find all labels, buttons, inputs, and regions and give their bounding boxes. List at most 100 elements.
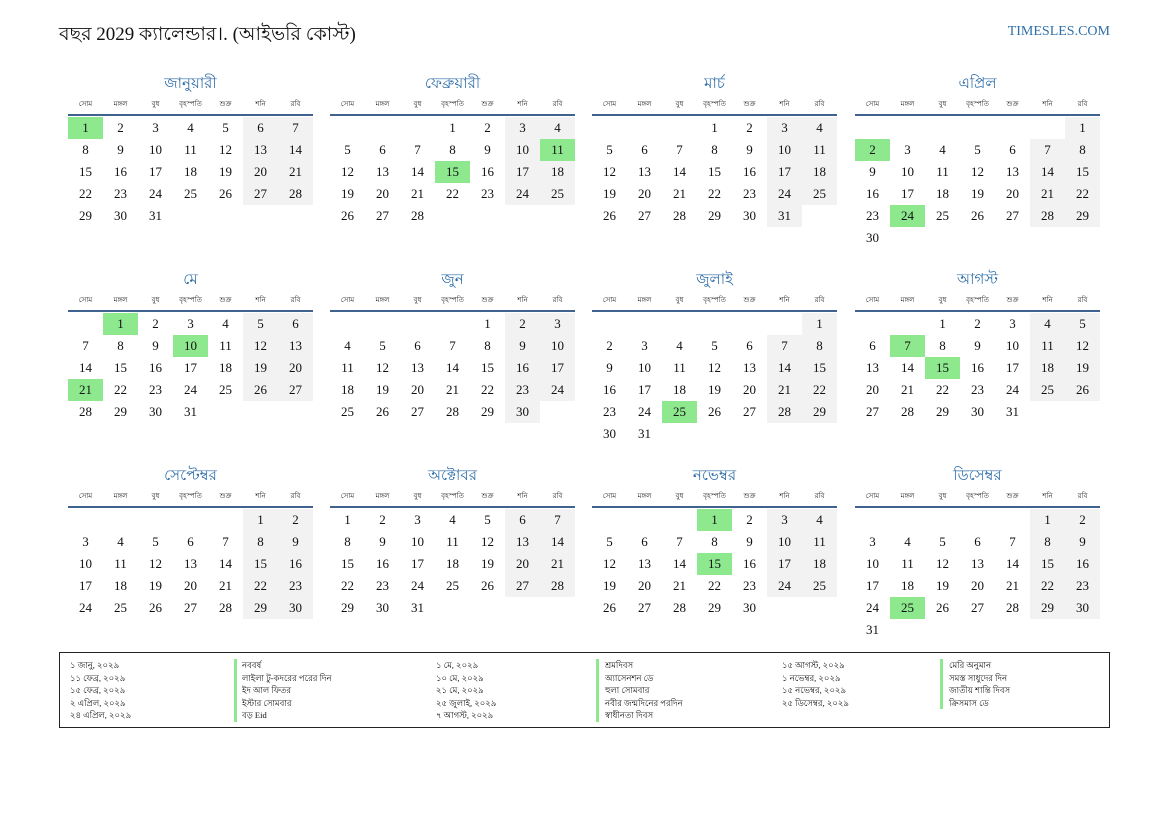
day-cell[interactable]: 2 — [117, 120, 124, 135]
day-cell[interactable]: 25 — [540, 183, 575, 205]
day-cell[interactable]: 21 — [411, 186, 424, 201]
day-cell[interactable]: 19 — [149, 578, 162, 593]
day-cell[interactable]: 30 — [866, 230, 879, 245]
day-cell[interactable]: 16 — [376, 556, 389, 571]
day-cell[interactable]: 27 — [505, 575, 540, 597]
day-cell[interactable]: 25 — [936, 208, 949, 223]
day-cell[interactable]: 9 — [746, 142, 753, 157]
day-cell[interactable]: 13 — [638, 164, 651, 179]
day-cell[interactable]: 21 — [673, 186, 686, 201]
day-cell[interactable]: 28 — [673, 600, 686, 615]
day-cell[interactable]: 4 — [676, 338, 683, 353]
day-cell[interactable]: 19 — [243, 357, 278, 379]
day-cell[interactable]: 7 — [278, 117, 313, 139]
day-cell[interactable]: 4 — [344, 338, 351, 353]
day-cell[interactable]: 22 — [446, 186, 459, 201]
day-cell[interactable]: 9 — [379, 534, 386, 549]
day-cell[interactable]: 20 — [411, 382, 424, 397]
day-cell[interactable]: 29 — [114, 404, 127, 419]
day-cell[interactable]: 17 — [767, 161, 802, 183]
day-cell[interactable]: 17 — [540, 357, 575, 379]
day-cell[interactable]: 17 — [767, 553, 802, 575]
day-cell[interactable]: 23 — [278, 575, 313, 597]
day-cell[interactable]: 9 — [974, 338, 981, 353]
day-cell[interactable]: 19 — [1065, 357, 1100, 379]
day-cell[interactable]: 2 — [746, 120, 753, 135]
day-cell[interactable]: 6 — [379, 142, 386, 157]
day-cell[interactable]: 16 — [603, 382, 616, 397]
day-cell[interactable]: 28 — [1030, 205, 1065, 227]
day-cell[interactable]: 27 — [971, 600, 984, 615]
day-cell[interactable]: 4 — [187, 120, 194, 135]
day-cell[interactable]: 2 — [606, 338, 613, 353]
day-cell[interactable]: 16 — [971, 360, 984, 375]
day-cell[interactable]: 27 — [243, 183, 278, 205]
day-cell[interactable]: 26 — [603, 208, 616, 223]
day-cell[interactable]: 26 — [219, 186, 232, 201]
day-cell[interactable]: 1 — [1030, 509, 1065, 531]
day-cell[interactable]: 15 — [79, 164, 92, 179]
day-cell[interactable]: 29 — [802, 401, 837, 423]
day-cell[interactable]: 9 — [746, 534, 753, 549]
day-cell[interactable]: 6 — [746, 338, 753, 353]
day-cell[interactable]: 18 — [446, 556, 459, 571]
day-cell[interactable]: 19 — [376, 382, 389, 397]
day-cell[interactable]: 24 — [638, 404, 651, 419]
day-cell[interactable]: 22 — [708, 578, 721, 593]
day-cell[interactable]: 15 — [802, 357, 837, 379]
day-cell[interactable]: 12 — [1065, 335, 1100, 357]
day-cell[interactable]: 14 — [1030, 161, 1065, 183]
day-cell[interactable]: 25 — [114, 600, 127, 615]
day-cell[interactable]: 28 — [1006, 600, 1019, 615]
day-cell[interactable]: 13 — [243, 139, 278, 161]
day-cell[interactable]: 23 — [743, 186, 756, 201]
day-cell[interactable]: 29 — [79, 208, 92, 223]
day-cell[interactable]: 31 — [866, 622, 879, 637]
day-cell[interactable]: 12 — [376, 360, 389, 375]
day-cell[interactable]: 7 — [676, 142, 683, 157]
day-cell[interactable]: 19 — [603, 186, 616, 201]
day-cell[interactable]: 9 — [278, 531, 313, 553]
day-cell[interactable]: 6 — [974, 534, 981, 549]
holiday-day-cell[interactable]: 25 — [890, 597, 925, 619]
holiday-day-cell[interactable]: 2 — [855, 139, 890, 161]
day-cell[interactable]: 26 — [1065, 379, 1100, 401]
day-cell[interactable]: 13 — [743, 360, 756, 375]
day-cell[interactable]: 29 — [481, 404, 494, 419]
holiday-day-cell[interactable]: 1 — [103, 313, 138, 335]
day-cell[interactable]: 3 — [869, 534, 876, 549]
day-cell[interactable]: 7 — [1030, 139, 1065, 161]
day-cell[interactable]: 28 — [767, 401, 802, 423]
holiday-day-cell[interactable]: 7 — [890, 335, 925, 357]
day-cell[interactable]: 26 — [149, 600, 162, 615]
day-cell[interactable]: 7 — [1009, 534, 1016, 549]
day-cell[interactable]: 17 — [1006, 360, 1019, 375]
day-cell[interactable]: 9 — [869, 164, 876, 179]
day-cell[interactable]: 5 — [711, 338, 718, 353]
day-cell[interactable]: 10 — [866, 556, 879, 571]
day-cell[interactable]: 8 — [711, 142, 718, 157]
day-cell[interactable]: 30 — [743, 600, 756, 615]
day-cell[interactable]: 10 — [149, 142, 162, 157]
day-cell[interactable]: 4 — [449, 512, 456, 527]
day-cell[interactable]: 10 — [1006, 338, 1019, 353]
day-cell[interactable]: 22 — [79, 186, 92, 201]
day-cell[interactable]: 31 — [638, 426, 651, 441]
day-cell[interactable]: 6 — [243, 117, 278, 139]
day-cell[interactable]: 18 — [184, 164, 197, 179]
day-cell[interactable]: 13 — [184, 556, 197, 571]
day-cell[interactable]: 15 — [114, 360, 127, 375]
day-cell[interactable]: 7 — [767, 335, 802, 357]
day-cell[interactable]: 21 — [219, 578, 232, 593]
day-cell[interactable]: 27 — [1006, 208, 1019, 223]
day-cell[interactable]: 4 — [904, 534, 911, 549]
day-cell[interactable]: 27 — [638, 208, 651, 223]
day-cell[interactable]: 2 — [505, 313, 540, 335]
day-cell[interactable]: 29 — [708, 600, 721, 615]
day-cell[interactable]: 19 — [481, 556, 494, 571]
day-cell[interactable]: 3 — [904, 142, 911, 157]
day-cell[interactable]: 11 — [901, 556, 914, 571]
day-cell[interactable]: 17 — [411, 556, 424, 571]
day-cell[interactable]: 29 — [708, 208, 721, 223]
day-cell[interactable]: 8 — [1065, 139, 1100, 161]
